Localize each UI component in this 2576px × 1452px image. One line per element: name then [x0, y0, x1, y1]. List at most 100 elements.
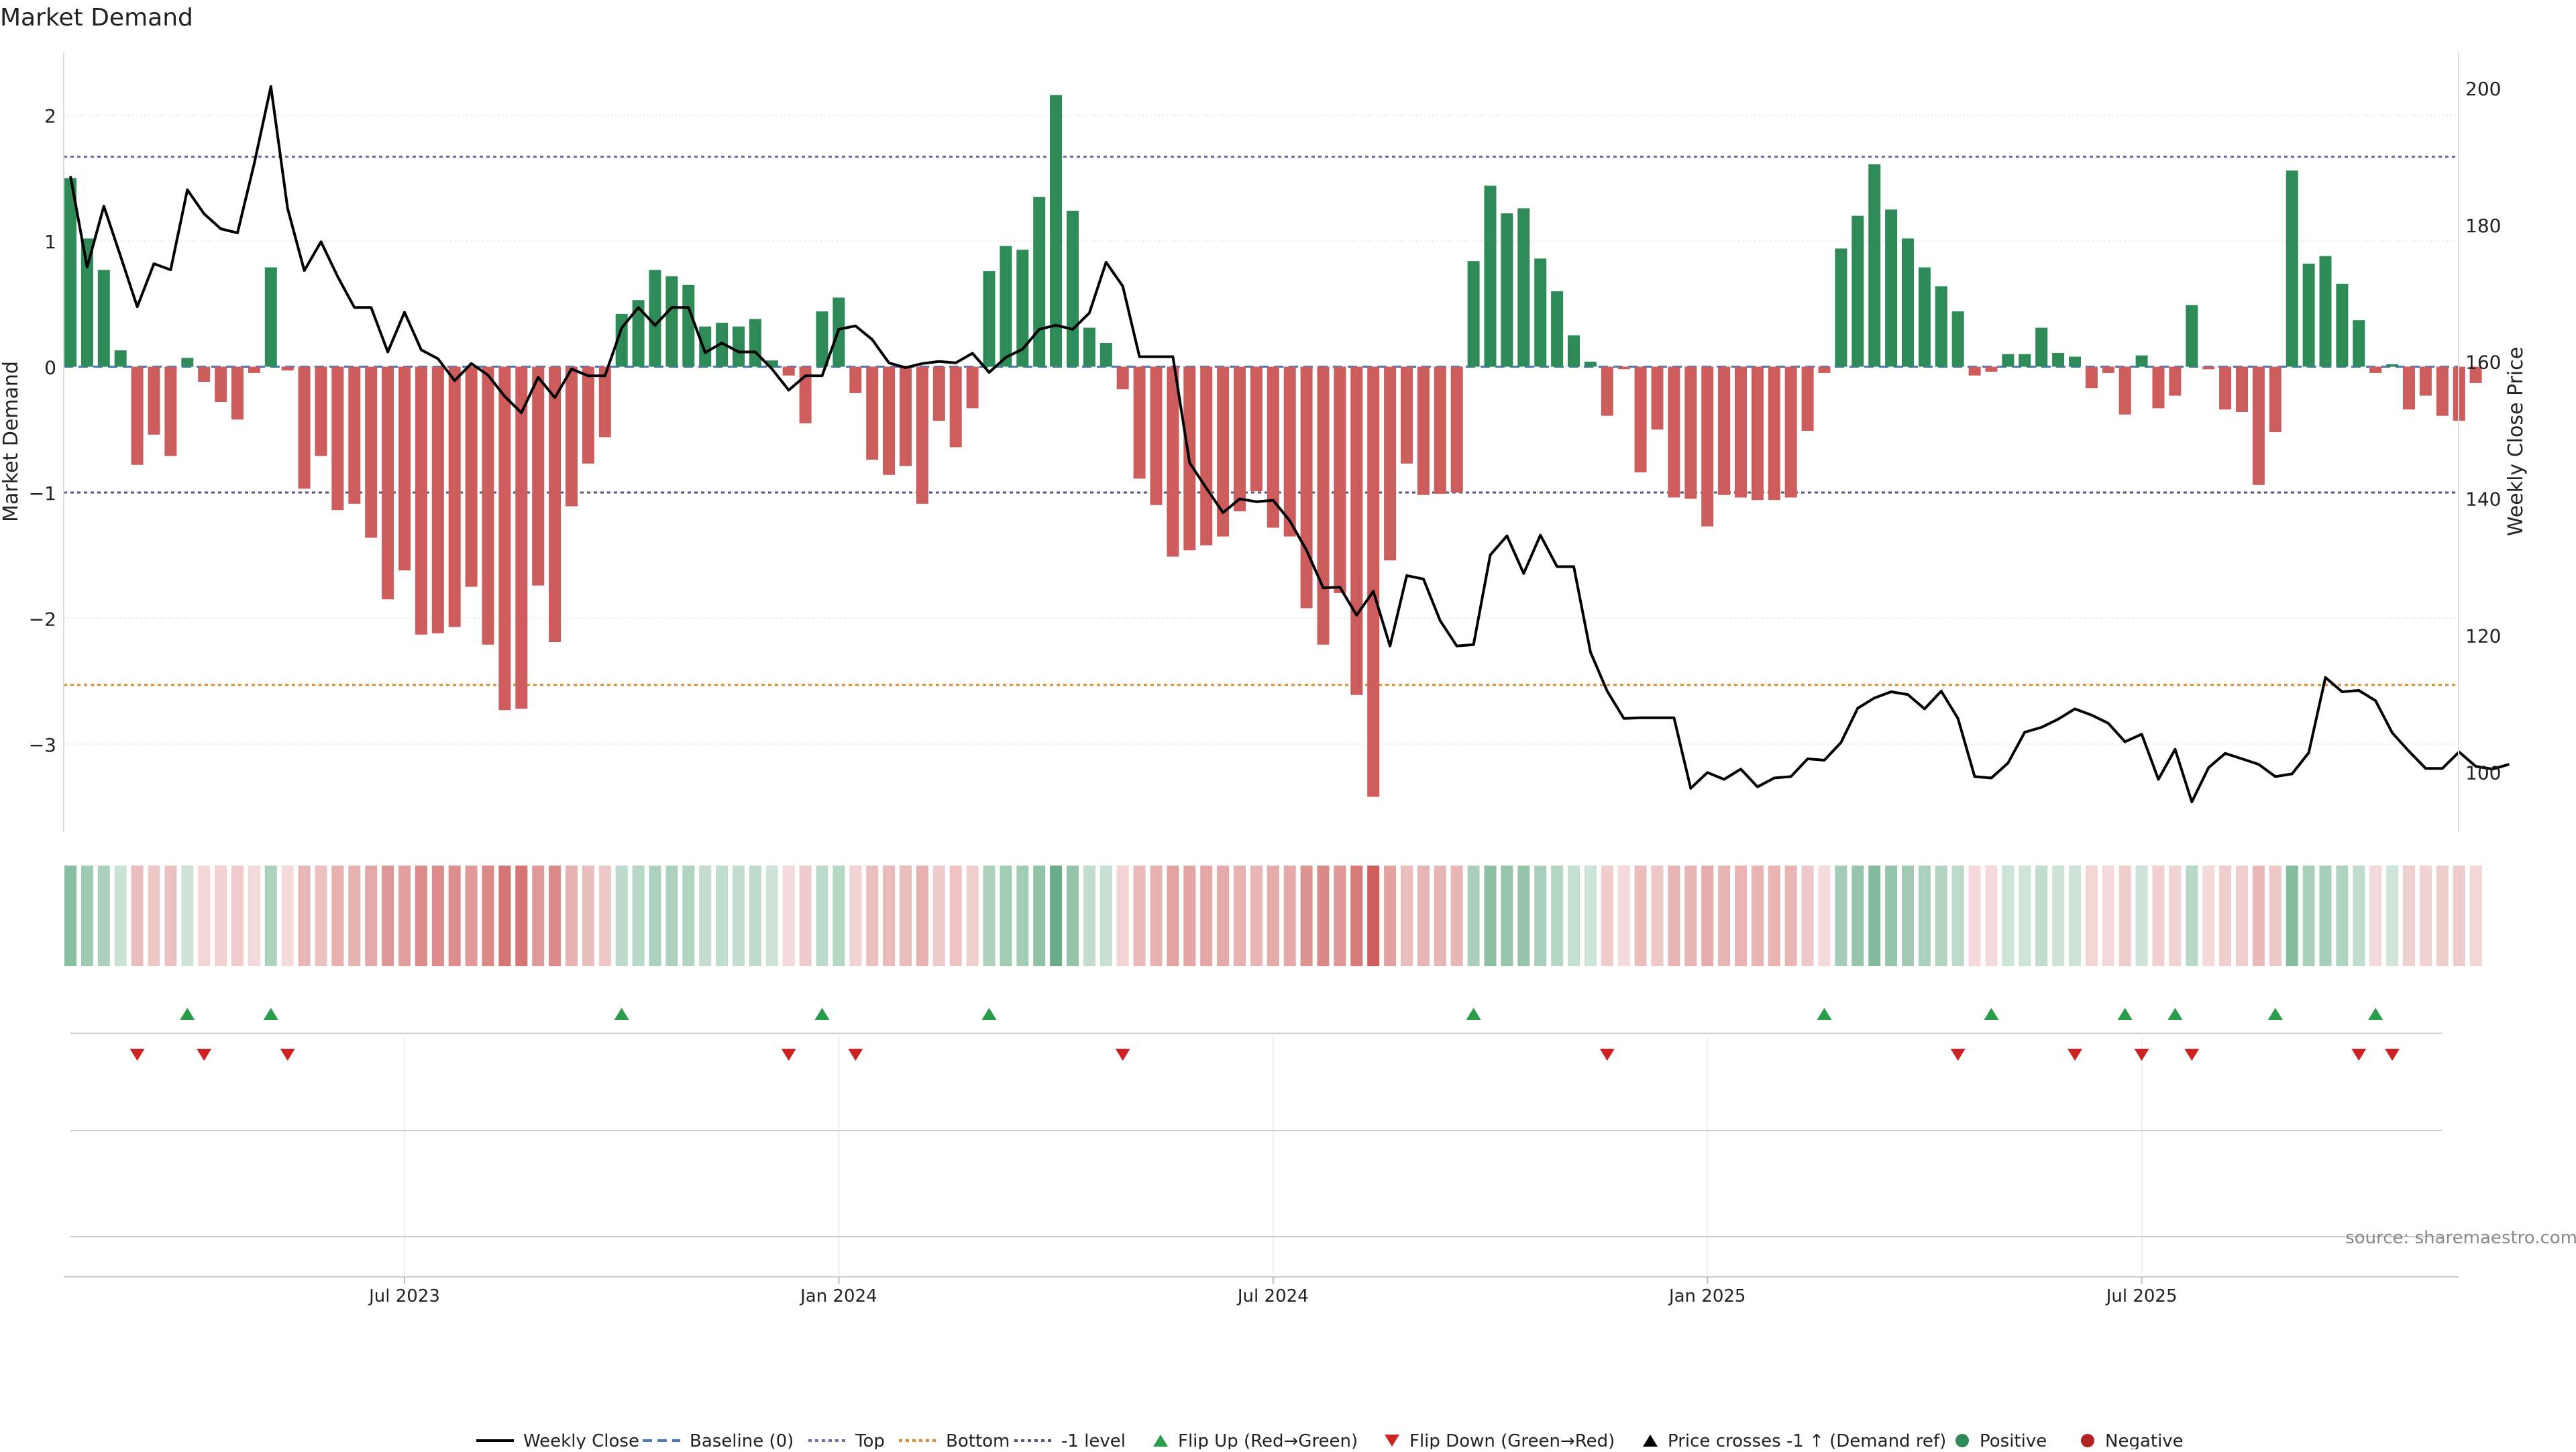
legend-label: Bottom	[946, 1431, 1010, 1449]
y2-tick-label: 140	[2465, 488, 2501, 511]
demand-bar	[1267, 366, 1279, 528]
heat-strip-cell	[1868, 866, 1881, 966]
heat-strip-cell	[1768, 866, 1780, 966]
heat-strip-cell	[1350, 866, 1363, 966]
heat-strip-cell	[264, 866, 277, 966]
heat-strip-cell	[1067, 866, 1079, 966]
demand-bar	[1234, 366, 1246, 512]
demand-bar	[1367, 366, 1380, 797]
demand-bar	[1133, 366, 1146, 479]
heat-strip-cell	[1968, 866, 1981, 966]
heat-strip-cell	[1116, 866, 1129, 966]
heat-strip-cell	[582, 866, 594, 966]
heat-strip-cell	[315, 866, 327, 966]
demand-bar	[1835, 248, 1847, 367]
demand-bar	[1935, 286, 1947, 367]
heat-strip-cell	[549, 866, 561, 966]
heat-strip-cell	[682, 866, 695, 966]
heat-strip-cell	[1183, 866, 1196, 966]
heat-strip-cell	[1584, 866, 1597, 966]
flip-down-marker	[781, 1049, 796, 1061]
demand-bar	[448, 366, 461, 627]
legend-label: Flip Down (Green→Red)	[1409, 1431, 1615, 1449]
demand-bar	[2186, 305, 2198, 367]
demand-bar	[1568, 335, 1580, 367]
flip-down-marker	[1115, 1049, 1130, 1061]
heat-strip-cell	[1918, 866, 1931, 966]
heat-strip-cell	[2002, 866, 2015, 966]
demand-bar	[1968, 366, 1981, 376]
heat-strip-cell	[1601, 866, 1613, 966]
heat-strip-cell	[1684, 866, 1697, 966]
demand-bar	[782, 366, 795, 376]
heat-strip-cell	[465, 866, 478, 966]
demand-bar	[532, 366, 545, 586]
heat-strip-cell	[883, 866, 896, 966]
demand-bar	[1099, 342, 1112, 367]
demand-bar	[198, 366, 211, 382]
flip-up-marker	[981, 1008, 997, 1020]
demand-bar	[1551, 291, 1564, 367]
heat-strip-cell	[2302, 866, 2315, 966]
demand-bar	[1450, 366, 1463, 492]
demand-bar	[2319, 256, 2332, 367]
demand-bar	[2019, 354, 2031, 367]
heat-strip-cell	[866, 866, 879, 966]
heat-strip-cell	[1033, 866, 1046, 966]
heat-strip-cell	[1384, 866, 1397, 966]
demand-bar	[248, 366, 260, 373]
demand-bar	[382, 366, 394, 600]
y-axis-label: Market Demand	[0, 361, 23, 522]
heat-strip-cell	[1317, 866, 1330, 966]
demand-bar	[2052, 352, 2065, 367]
heat-strip-cell	[1551, 866, 1564, 966]
flip-down-marker	[848, 1049, 863, 1061]
flip-up-marker	[2117, 1008, 2133, 1020]
flip-down-marker	[2385, 1049, 2400, 1061]
heat-strip-cell	[80, 866, 93, 966]
grid-layer	[64, 114, 2459, 1275]
demand-bar	[1735, 366, 1747, 498]
demand-bar	[1401, 366, 1413, 464]
flip-up-marker	[2267, 1008, 2283, 1020]
heat-strip-cell	[2436, 866, 2449, 966]
demand-bar	[799, 366, 812, 423]
demand-bar	[2436, 366, 2449, 416]
demand-bar	[331, 366, 344, 511]
legend: Weekly Close Baseline (0) Top Bottom -1 leve…	[476, 1431, 2184, 1451]
y2-tick-label: 180	[2465, 215, 2501, 237]
heat-strip-cell	[2118, 866, 2131, 966]
flip-up-marker	[2167, 1008, 2183, 1020]
demand-bar	[1617, 366, 1630, 370]
heat-strip-cell	[398, 866, 411, 966]
demand-bar	[1868, 164, 1881, 367]
heat-strip-cell	[532, 866, 545, 966]
heat-strip-cell	[932, 866, 945, 966]
heat-strip-cell	[2419, 866, 2432, 966]
flip-down-marker	[2134, 1049, 2149, 1061]
heat-strip-cell	[1851, 866, 1864, 966]
demand-bar	[1334, 366, 1346, 593]
demand-bar	[2419, 366, 2432, 396]
heat-strip-cell	[2319, 866, 2332, 966]
demand-bar	[1718, 366, 1731, 495]
heat-strip-cell	[566, 866, 578, 966]
demand-bar	[131, 366, 144, 465]
heat-strip-cell	[1735, 866, 1747, 966]
demand-bar	[1317, 366, 1330, 645]
demand-bar	[2002, 354, 2015, 367]
heat-strip-cell	[1267, 866, 1279, 966]
heat-strip-cell	[1951, 866, 1964, 966]
demand-bar	[1902, 238, 1914, 367]
demand-bar	[2169, 366, 2182, 396]
legend-item: -1 level	[1014, 1431, 1126, 1451]
demand-bar	[749, 319, 761, 367]
heat-strip-cell	[765, 866, 778, 966]
demand-bar	[1016, 250, 1029, 367]
heat-strip-cell	[749, 866, 761, 966]
heat-strip-cell	[665, 866, 678, 966]
demand-bar	[1467, 261, 1480, 367]
y-tick-label: 0	[44, 357, 56, 379]
heat-strip-cell	[849, 866, 862, 966]
